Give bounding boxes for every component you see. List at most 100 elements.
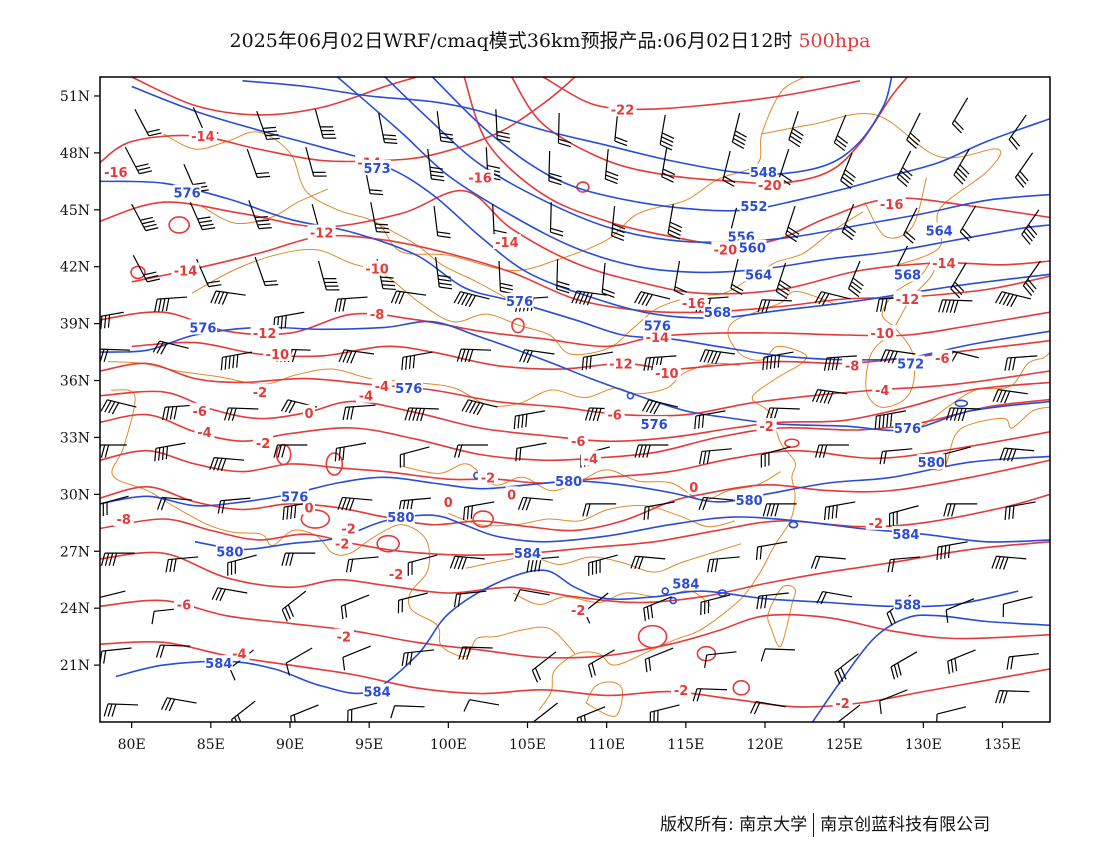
temperature-label: -4 xyxy=(359,390,373,405)
temperature-label-bg xyxy=(253,435,274,451)
temperature-label: -4 xyxy=(875,384,889,399)
temperature-label-bg xyxy=(505,486,518,502)
height-label-bg xyxy=(204,655,233,671)
wind-barb xyxy=(649,704,680,722)
wind-barb xyxy=(945,598,975,623)
wind-barb xyxy=(519,349,555,364)
wind-barb xyxy=(903,207,918,244)
temperature-label: -14 xyxy=(174,265,198,280)
height-contour-line xyxy=(194,514,1050,551)
wind-barb xyxy=(100,647,132,665)
wind-barb xyxy=(273,444,308,458)
wind-barb xyxy=(401,351,433,371)
temperature-label: -20 xyxy=(714,244,738,259)
wind-barb xyxy=(531,651,557,683)
temperature-isotherms xyxy=(100,77,1050,708)
temperature-label-bg xyxy=(568,433,589,449)
lat-tick-label: 45N xyxy=(60,203,90,219)
lat-tick-label: 48N xyxy=(60,146,90,162)
height-contour-line xyxy=(131,85,1050,319)
wind-barb xyxy=(755,541,788,560)
temperature-label-bg xyxy=(671,681,692,697)
wind-barb xyxy=(643,596,672,622)
wind-barb xyxy=(571,290,607,306)
wind-barb xyxy=(462,501,495,521)
temperature-label-bg xyxy=(868,325,897,341)
temperature-label: -2 xyxy=(674,684,688,699)
isotherm-closed-line xyxy=(732,680,751,696)
isotherm-line xyxy=(100,77,576,164)
wind-barb xyxy=(390,290,427,305)
title-pressure-level: 500hpa xyxy=(798,30,871,52)
height-label: 576 xyxy=(641,418,668,433)
wind-barb xyxy=(427,149,445,182)
height-label-bg xyxy=(554,473,583,489)
wind-barb xyxy=(152,340,189,355)
wind-barb xyxy=(811,389,848,405)
wind-barb xyxy=(945,407,981,422)
plot-frame xyxy=(99,76,1051,723)
wind-barb xyxy=(730,258,744,296)
wind-barb xyxy=(630,555,666,570)
isotherm-closed-line xyxy=(325,452,344,476)
temperature-label-bg xyxy=(755,177,784,193)
wind-barb xyxy=(317,260,340,291)
longitude-axis: 80E 85E 90E 95E 100E 105E 110E 115E 120E 125E 130E… xyxy=(118,722,1021,753)
height-closed-contour xyxy=(954,399,969,408)
wind-barb xyxy=(498,260,514,295)
wind-barb xyxy=(209,456,245,472)
temperature-label: -2 xyxy=(869,517,883,532)
height-contour-line xyxy=(100,455,1050,507)
lon-tick-label: 95E xyxy=(355,737,383,753)
wind-barb xyxy=(757,299,792,313)
height-label-bg xyxy=(893,419,922,435)
temperature-label-bg xyxy=(363,260,392,276)
temperature-label: -2 xyxy=(256,437,270,452)
wind-barb xyxy=(788,110,804,148)
height-label-bg xyxy=(749,163,778,179)
isotherm-line xyxy=(100,189,1050,295)
height-closed-contour xyxy=(661,587,670,595)
temperature-label-bg xyxy=(877,196,906,212)
height-label: 560 xyxy=(739,242,766,257)
wind-barb xyxy=(581,351,614,371)
wind-barb xyxy=(495,109,511,143)
wind-barb xyxy=(435,257,453,290)
wind-barb xyxy=(1006,653,1039,670)
temperature-label: 0 xyxy=(304,502,313,517)
height-label: 572 xyxy=(897,357,924,372)
wind-barb xyxy=(1008,114,1027,150)
wind-barb xyxy=(762,503,797,517)
temperature-label-bg xyxy=(492,234,521,250)
height-label: 564 xyxy=(745,268,772,283)
wind-barb xyxy=(305,147,327,177)
isotherm-closed-line xyxy=(511,317,525,334)
height-label: 552 xyxy=(740,200,767,215)
temperature-label-bg xyxy=(356,387,376,403)
wind-barb xyxy=(760,446,791,468)
temperature-label-bg xyxy=(263,345,292,361)
wind-barb xyxy=(641,399,679,415)
border-line xyxy=(201,188,329,225)
temperature-label-bg xyxy=(371,378,392,394)
wind-barb xyxy=(576,706,606,722)
wind-barb xyxy=(230,700,256,722)
wind-barb xyxy=(959,205,977,242)
wind-barb xyxy=(338,349,375,364)
height-contour-line xyxy=(100,180,1050,361)
wind-barb xyxy=(453,444,488,458)
isotherm-closed-line xyxy=(472,510,494,528)
temperature-label-bg xyxy=(229,645,250,661)
wind-barb xyxy=(760,648,796,662)
temperature-label: -14 xyxy=(495,236,519,251)
temperature-label-bg xyxy=(332,535,353,551)
height-label-bg xyxy=(739,198,768,213)
temperature-label: -6 xyxy=(935,352,949,367)
temperature-label: -14 xyxy=(646,331,670,346)
border-line xyxy=(585,681,624,717)
wind-barb xyxy=(246,148,271,178)
wind-barb xyxy=(461,399,498,416)
wind-barb xyxy=(456,348,492,363)
temperature-label: -14 xyxy=(191,130,215,145)
height-label-bg xyxy=(917,454,946,470)
